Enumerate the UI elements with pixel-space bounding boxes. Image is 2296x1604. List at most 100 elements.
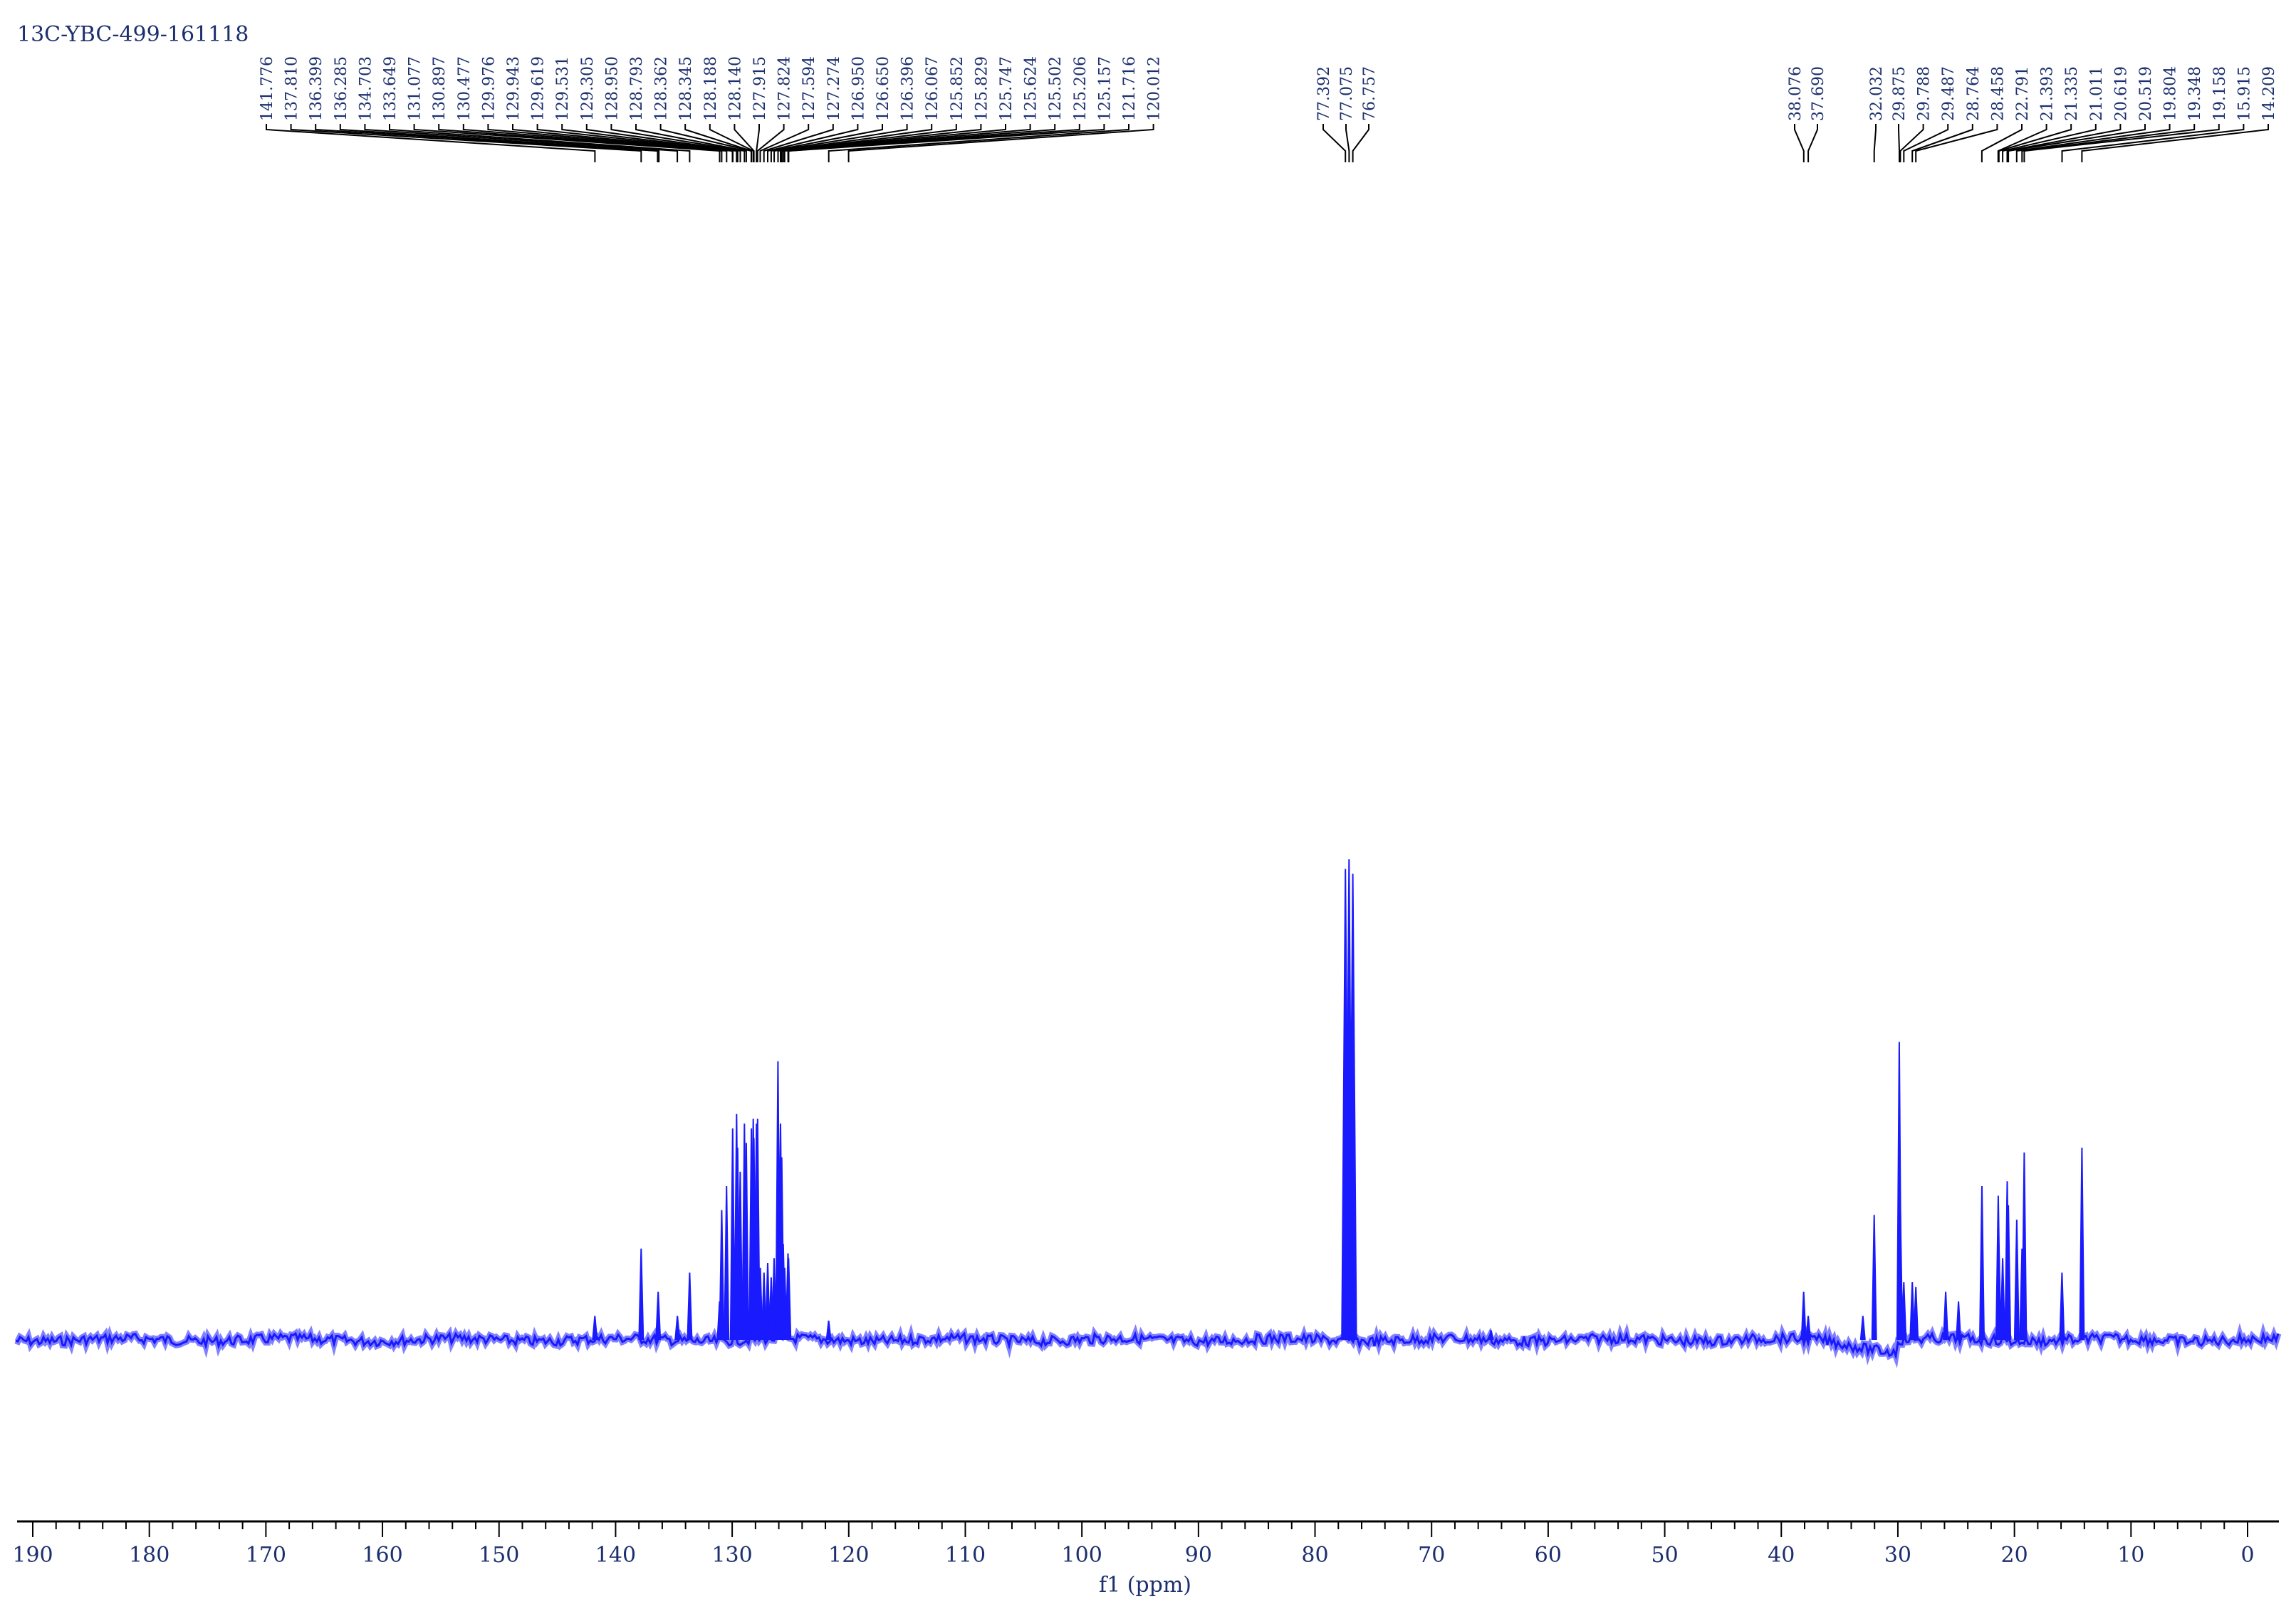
peak-shift-label: 19.804 [2162,66,2180,121]
peak-shift-label: 127.594 [800,56,818,121]
peak-shift-label: 20.519 [2137,66,2155,121]
spectrum-peak [2059,1272,2065,1341]
spectrum-peak [687,1272,693,1341]
peak-label-connector [512,124,734,162]
peak-shift-label: 14.209 [2260,66,2278,121]
peak-shift-label: 28.458 [1989,66,2007,121]
peak-label-connector [266,124,596,162]
spectrum-peak [754,1118,761,1341]
peak-label-connector [1899,124,1924,162]
peak-shift-label: 125.852 [949,56,966,121]
peak-shift-label: 136.399 [308,56,325,121]
peak-label-connector [1352,124,1369,162]
peak-label-connector [756,124,785,162]
peak-shift-label: 130.477 [456,56,474,121]
spectrum-peak [2079,1147,2085,1341]
spectrum-peak [719,1210,725,1341]
peak-shift-label: 77.392 [1315,66,1333,121]
spectrum-peak [765,1262,771,1341]
peak-label-connector [773,124,908,162]
x-axis-title: f1 (ppm) [1099,1573,1191,1598]
x-axis: 190 180 170 160 150 140 130 120 110 100 90 80 70 60 50… [12,1520,2279,1568]
x-tick-label: 70 [1418,1543,1445,1568]
peak-shift-label: 21.393 [2039,66,2057,121]
peak-shift-label: 128.140 [726,56,744,121]
spectrum-peak [761,1272,767,1341]
peak-shift-label: 76.757 [1361,66,1379,121]
peak-shift-label: 20.619 [2112,66,2130,121]
x-tick-label: 30 [1884,1543,1911,1568]
peak-shift-label: 125.206 [1072,56,1090,121]
peak-label-connector [684,124,753,162]
peak-shift-label: 21.335 [2063,66,2081,121]
peak-shift-label: 129.943 [505,56,523,121]
peak-label-connector [1345,124,1350,162]
spectrum-peak [1871,1215,1877,1341]
peak-label-connector [635,124,747,162]
peak-shift-label: 28.764 [1965,66,1983,121]
peak-label-connector [2006,124,2122,162]
peak-label-connector [781,124,1006,162]
peak-shift-label: 126.067 [924,56,941,121]
peak-label-connector [782,124,1031,162]
spectrum-peak [729,1128,736,1341]
peak-shift-label: 128.362 [653,56,671,121]
x-tick-label: 80 [1301,1543,1328,1568]
peak-label-connector [2008,124,2146,162]
peak-label-connector [438,124,723,162]
spectrum-peak [1913,1286,1919,1341]
peak-label-connector [290,124,642,162]
peak-shift-label: 126.650 [875,56,892,121]
peak-shift-label: 29.487 [1940,66,1958,121]
spectrum-peak [737,1171,743,1341]
spectrum-peak [743,1143,749,1341]
x-tick-label: 10 [2117,1543,2144,1568]
peak-shift-label: 125.502 [1047,56,1065,121]
peak-label-connector [462,124,728,162]
x-tick-label: 170 [246,1543,286,1568]
peak-shift-label: 125.747 [998,56,1016,121]
x-tick-label: 190 [12,1543,53,1568]
peak-label-connector [847,124,1154,162]
peak-label-connector [1915,124,1998,162]
peak-label-connector [2081,124,2269,162]
spectrum-peak [1943,1291,1949,1341]
x-tick-label: 120 [828,1543,869,1568]
peak-label-connector [364,124,679,162]
peak-label-connector [759,124,810,162]
peak-shift-label: 38.076 [1787,66,1805,121]
peak-shift-label: 121.716 [1121,56,1139,121]
peak-label-connector [1911,124,1973,162]
spectrum-peak [1488,1330,1494,1341]
peak-label-connector [828,124,1129,162]
peak-label-connector [536,124,738,162]
peak-label-connector [1873,124,1877,162]
peak-shift-label: 128.345 [677,56,695,121]
peak-shift-label: 125.157 [1096,56,1114,121]
peak-label-connector [2023,124,2220,162]
peak-label-connector [2015,124,2171,162]
spectrum-peak [1897,1205,1904,1341]
peak-label-connector [1981,124,2023,162]
spectrum-peak [2021,1152,2028,1341]
peak-shift-label: 125.624 [1023,56,1040,121]
peak-label-connector [2021,124,2196,162]
spectrum-peak [1348,874,1357,1341]
x-tick-label: 100 [1062,1543,1102,1568]
peak-shift-label: 127.274 [825,56,843,121]
peak-shift-label: 129.619 [530,56,548,121]
peak-shift-label: 128.188 [702,56,720,121]
peak-label-connector [1998,124,2072,162]
x-tick-label: 110 [945,1543,986,1568]
spectrum-peak [1909,1281,1916,1341]
spectrum-peak [1805,1316,1812,1341]
x-tick-label: 0 [2240,1543,2254,1568]
peak-shift-label: 77.075 [1338,66,1356,121]
spectrum-peak [2005,1205,2012,1341]
peak-label-connector [783,124,1056,162]
peak-shift-label: 137.810 [283,56,301,121]
peak-shift-label: 133.649 [382,56,400,121]
peak-label-connector [1807,124,1818,162]
peak-label-connector [734,124,755,162]
peak-shift-label: 129.305 [579,56,597,121]
